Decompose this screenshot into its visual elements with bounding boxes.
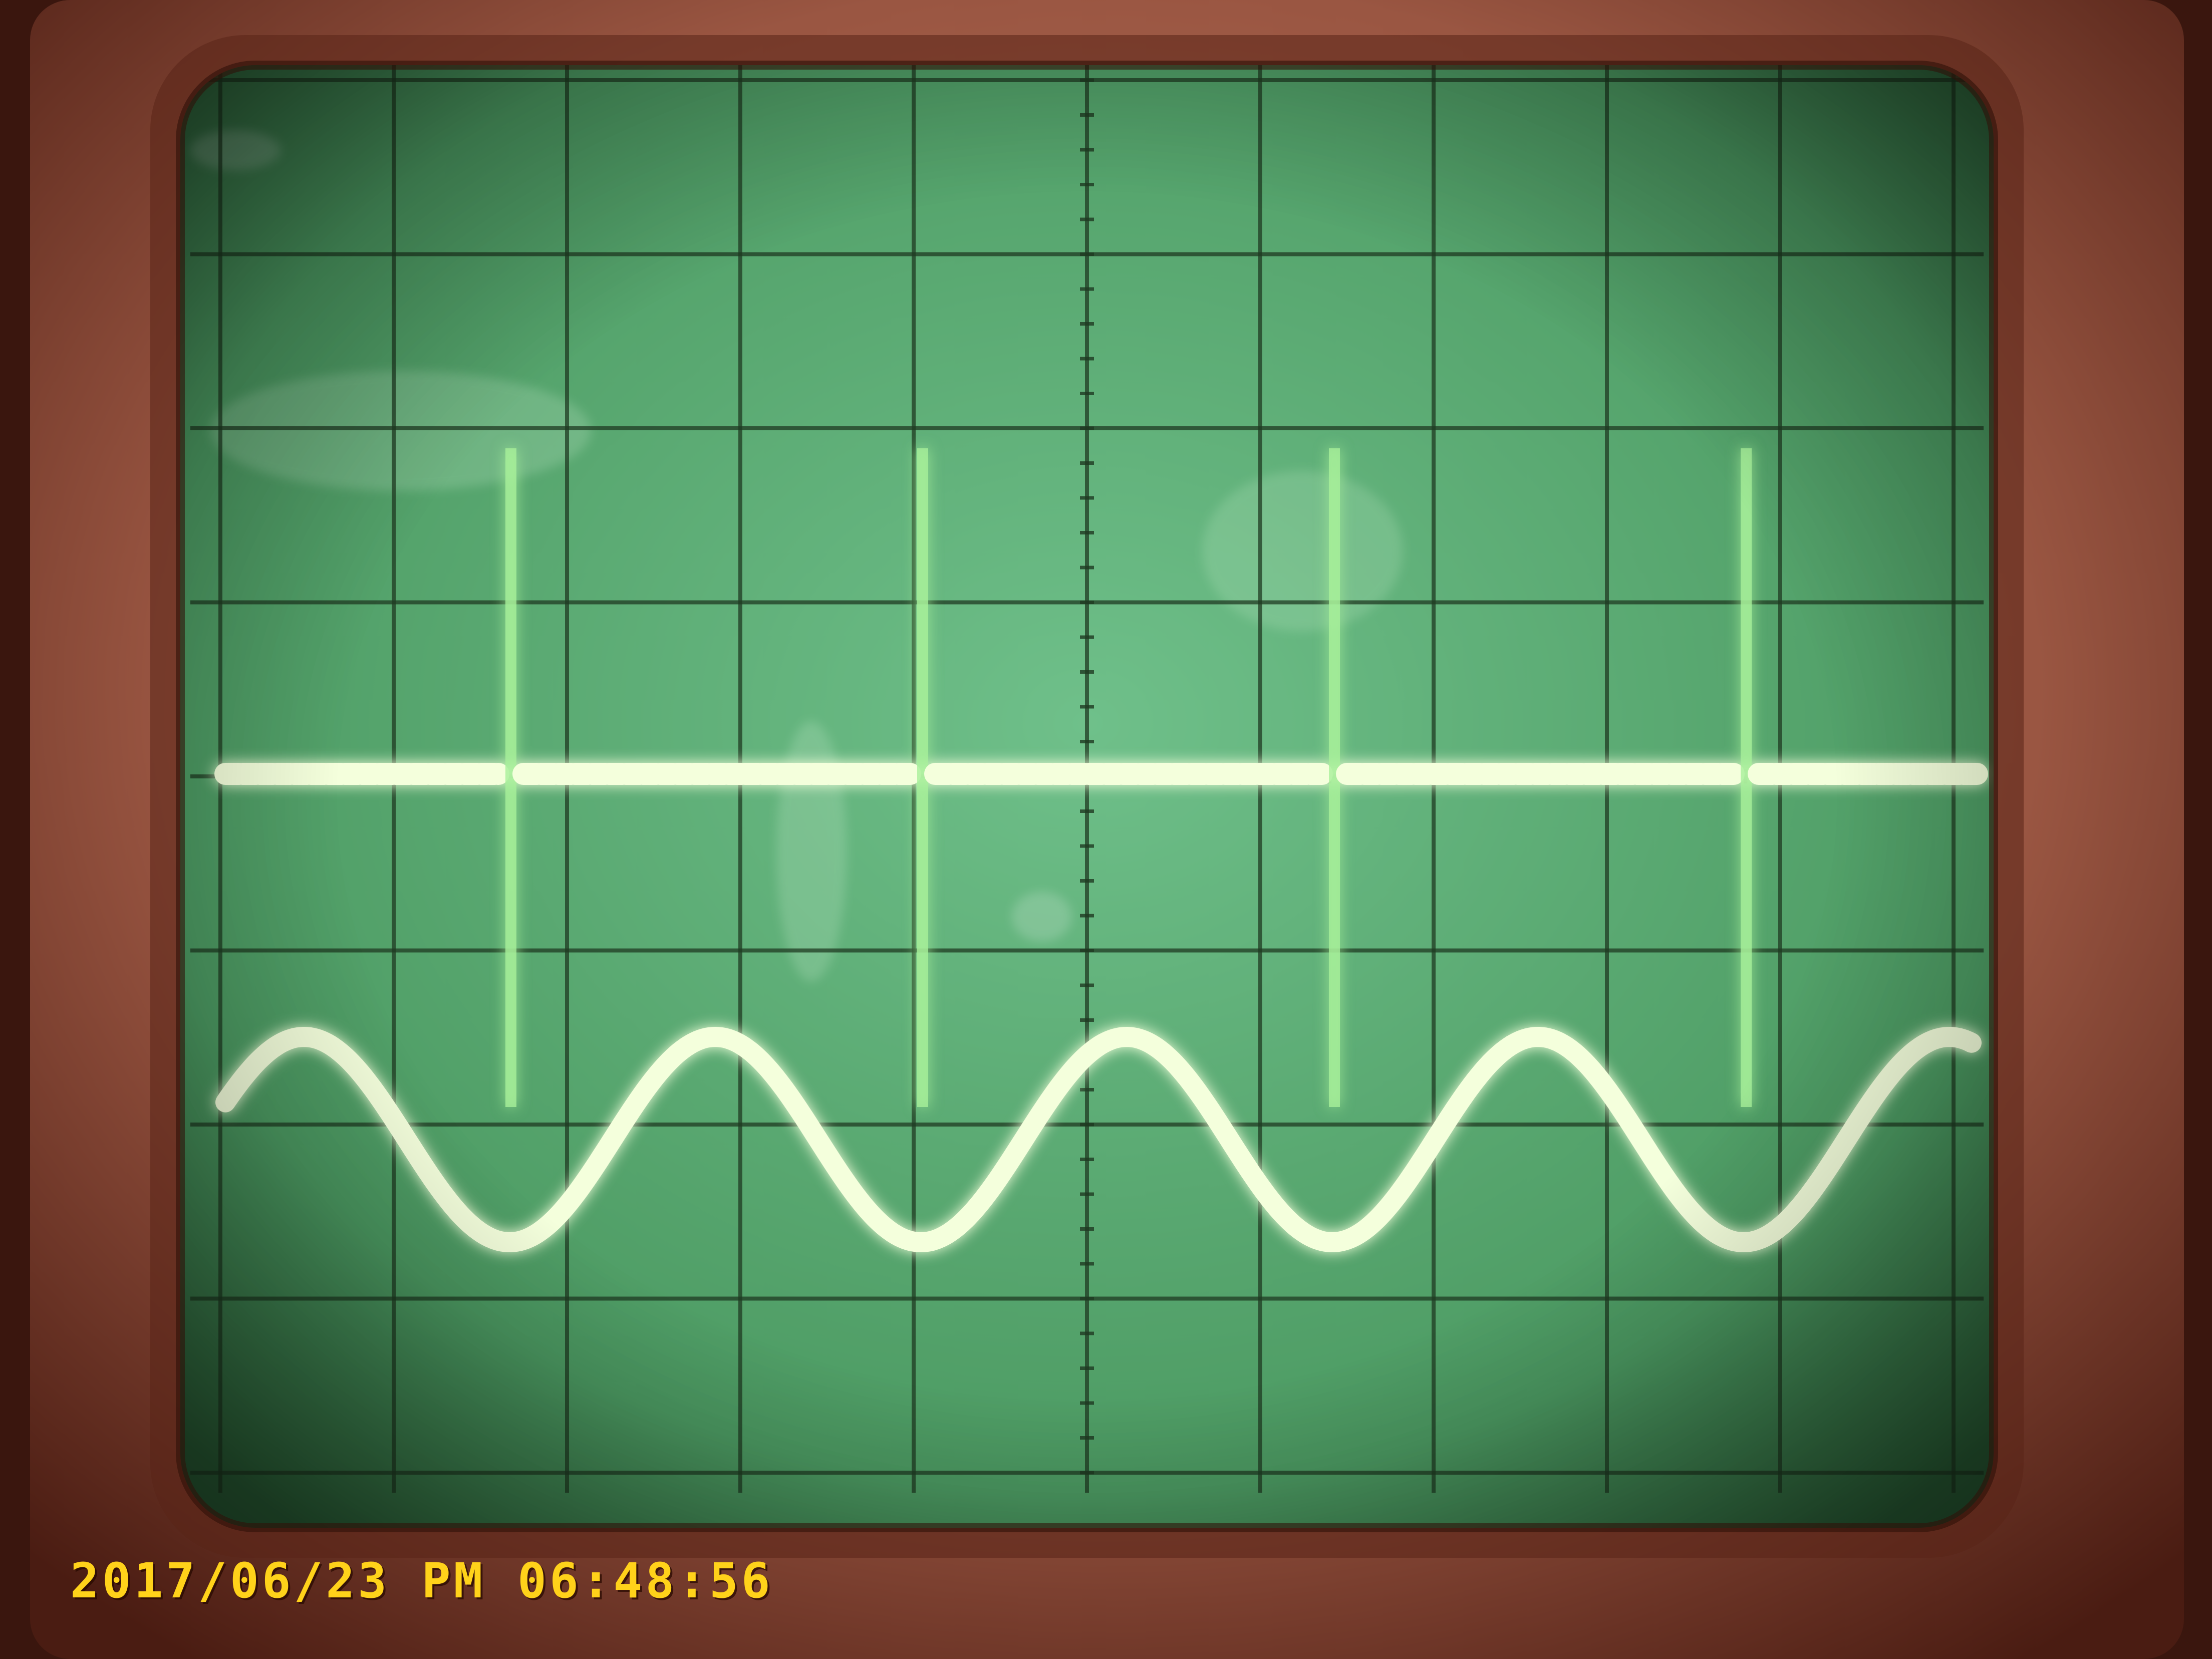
- crt-screen: [180, 65, 1994, 1528]
- screen-edge: [176, 61, 1998, 1532]
- screen-vignette: [180, 65, 1994, 1528]
- photo-timestamp: 2017/06/23 PM 06:48:56: [70, 1553, 773, 1609]
